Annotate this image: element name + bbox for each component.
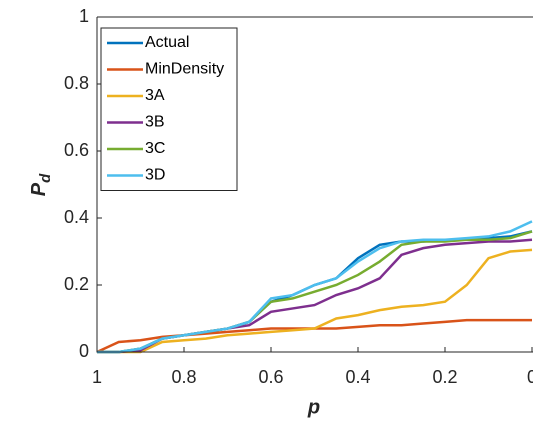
series-line	[97, 230, 533, 354]
x-tick-label: 0.8	[171, 367, 196, 387]
y-tick-label: 0	[79, 341, 89, 361]
y-tick-label: 0.4	[64, 207, 89, 227]
x-tick-label: 0	[527, 367, 533, 387]
series-line	[96, 318, 532, 354]
legend-label: Actual	[145, 34, 189, 51]
legend-label: 3C	[145, 140, 165, 157]
y-tick-label: 0.6	[64, 140, 89, 160]
legend-label: 3A	[145, 87, 165, 104]
y-tick-label: 0.8	[64, 73, 89, 93]
y-label-main: P	[28, 182, 50, 196]
series-line	[97, 248, 533, 354]
y-tick-label: 0.2	[64, 274, 89, 294]
legend-label: 3D	[145, 167, 165, 184]
y-tick-label: 1	[79, 6, 89, 26]
series-line	[97, 220, 533, 354]
x-tick-label: 1	[92, 367, 102, 387]
legend-label: MinDensity	[145, 61, 224, 78]
y-axis-label: Pd	[28, 173, 54, 196]
series-line	[97, 238, 533, 354]
legend-box	[100, 27, 238, 191]
x-tick-label: 0.6	[258, 367, 283, 387]
axes	[96, 16, 533, 353]
y-label-sub: d	[37, 173, 54, 183]
x-tick-label: 0.2	[432, 367, 457, 387]
legend-label: 3B	[145, 114, 165, 131]
x-axis-label: p	[307, 396, 320, 418]
x-tick-label: 0.4	[345, 367, 370, 387]
